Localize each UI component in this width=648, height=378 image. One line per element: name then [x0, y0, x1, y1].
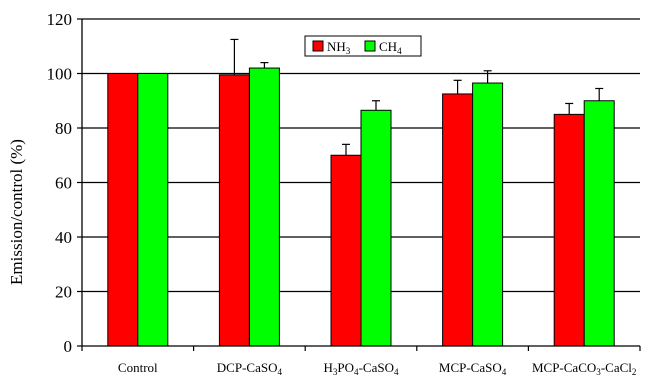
x-category-label-part: -CaSO	[359, 360, 394, 375]
legend: NH3 CH4	[304, 35, 422, 57]
x-category-label: MCP-CaSO4	[439, 360, 507, 377]
x-category-label-part: -CaCl	[601, 360, 632, 375]
legend-swatch-ch4	[364, 40, 376, 52]
x-category-label-part: H	[323, 360, 332, 375]
x-category-label-part: MCP-CaSO	[439, 360, 502, 375]
bar-ch4-2	[360, 109, 392, 347]
bar-nh3-3	[442, 93, 474, 347]
legend-box	[304, 35, 422, 57]
x-category-label-part: 4	[502, 367, 507, 377]
x-category-label: H3PO4-CaSO4	[323, 360, 399, 377]
bar-nh3-2	[330, 154, 362, 347]
bars	[107, 38, 615, 347]
bar-nh3-1	[218, 74, 250, 347]
bar-ch4-3	[472, 82, 504, 347]
legend-label-nh3-part: 3	[346, 46, 351, 56]
y-tick-label: 120	[47, 10, 73, 29]
x-category-label: DCP-CaSO4	[217, 360, 283, 377]
x-category-label-part: 4	[354, 367, 359, 377]
x-category-label-part: MCP-CaCO	[532, 360, 596, 375]
legend-swatch-nh3	[312, 40, 324, 52]
x-category-label-part: 3	[596, 367, 601, 377]
bar-ch4-1	[248, 67, 280, 347]
x-category-label-part: 2	[632, 367, 637, 377]
y-tick-labels: 0 20 40 60 80 100 120	[47, 10, 73, 356]
legend-label-ch4: CH4	[379, 39, 402, 56]
bar-nh3-4	[553, 113, 585, 347]
axes	[77, 18, 641, 351]
x-category-label-part: PO	[337, 360, 354, 375]
x-category-label: MCP-CaCO3-CaCl2	[532, 360, 637, 377]
y-tick-label: 40	[55, 228, 72, 247]
y-tick-label: 20	[55, 283, 72, 302]
x-category-label-part: 4	[277, 367, 282, 377]
y-tick-label: 0	[64, 337, 73, 356]
y-tick-label: 100	[47, 65, 73, 84]
legend-label-ch4-part: CH	[379, 39, 397, 54]
bar-ch4-4	[583, 100, 615, 347]
legend-label-nh3: NH3	[327, 39, 351, 56]
x-category-labels: Control DCP-CaSO4 H3PO4-CaSO4 MCP-CaSO4 MCP-…	[118, 360, 637, 377]
bar-ch4-0	[137, 73, 169, 347]
x-category-label-part: 3	[333, 367, 338, 377]
legend-label-ch4-part: 4	[397, 46, 402, 56]
bar-nh3-0	[107, 73, 139, 347]
y-axis-label: Emission/control (%)	[7, 139, 26, 285]
x-category-label-part: DCP-CaSO	[217, 360, 278, 375]
y-tick-label: 80	[55, 119, 72, 138]
legend-label-nh3-part: NH	[327, 39, 346, 54]
x-category-label: Control	[118, 360, 158, 375]
y-tick-label: 60	[55, 174, 72, 193]
x-category-label-part: Control	[118, 360, 158, 375]
x-category-label-part: 4	[394, 367, 399, 377]
